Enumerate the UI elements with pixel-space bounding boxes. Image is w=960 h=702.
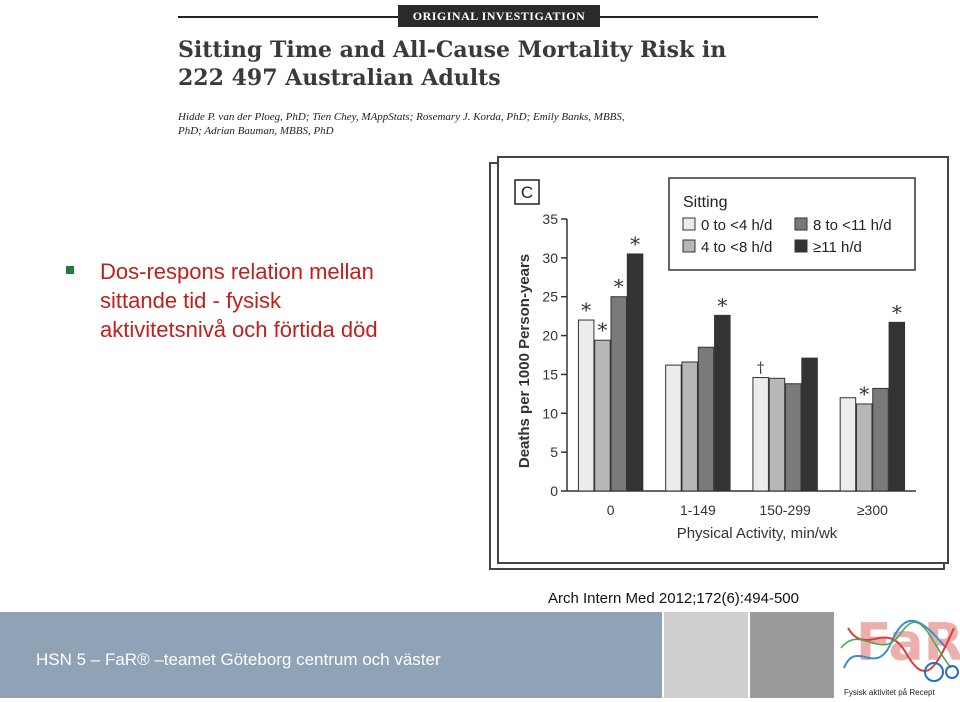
x-tick-label: 150-299 [759, 502, 811, 518]
legend-label: 0 to <4 h/d [701, 217, 772, 234]
far-logo-icon: FaR [840, 613, 960, 682]
significance-marker: * [630, 232, 640, 256]
bar [801, 357, 818, 492]
y-tick-label: 0 [550, 483, 558, 499]
bar [697, 346, 715, 492]
significance-marker: * [581, 298, 591, 322]
y-tick-label: 15 [542, 366, 558, 382]
bar [681, 361, 698, 492]
bar [577, 319, 595, 492]
y-tick-label: 10 [542, 405, 558, 421]
legend-box [668, 177, 916, 271]
y-tick-label: 35 [542, 211, 558, 227]
footer-bar [0, 612, 662, 698]
y-tick-label: 30 [542, 250, 558, 266]
legend-swatch [682, 217, 696, 231]
citation: Arch Intern Med 2012;172(6):494-500 [548, 590, 799, 607]
paper-title: Sitting Time and All-Cause Mortality Ris… [178, 37, 727, 91]
significance-marker: * [859, 382, 869, 406]
legend-swatch [794, 239, 808, 253]
x-axis-label: Physical Activity, min/wk [677, 525, 838, 542]
bar [594, 339, 611, 492]
legend-label: 8 to <11 h/d [813, 217, 892, 234]
x-tick-label: ≥300 [857, 502, 888, 518]
bar [626, 253, 644, 492]
legend-label: 4 to <8 h/d [701, 239, 772, 256]
legend-swatch [682, 239, 696, 253]
footer-text: HSN 5 – FaR® –teamet Göteborg centrum oc… [36, 650, 441, 669]
mortality-bar-chart: C Sitting 0 to <4 h/d 4 to <8 h/d 8 to <11… [514, 177, 916, 542]
section-badge: ORIGINAL INVESTIGATION [398, 5, 600, 27]
bar [839, 397, 857, 492]
significance-marker: * [614, 275, 624, 299]
y-tick-label: 20 [542, 328, 558, 344]
panel-label-box [514, 179, 540, 205]
footer-block-light [664, 612, 748, 698]
footer-block-dark [750, 612, 834, 698]
y-axis-label: Deaths per 1000 Person-years [516, 254, 533, 468]
panel-label: C [521, 183, 533, 202]
y-tick-label: 25 [542, 289, 558, 305]
y-tick-label: 5 [550, 444, 558, 460]
legend-title: Sitting [683, 194, 727, 211]
significance-marker: * [892, 300, 902, 324]
bar [855, 403, 873, 492]
bullet-text: Dos-respons relation mellan sittande tid… [100, 259, 378, 342]
bullet-square-icon [66, 266, 74, 274]
significance-marker: † [757, 359, 765, 377]
bar [665, 364, 682, 492]
bar [752, 377, 769, 492]
bar [872, 387, 889, 492]
bar [610, 296, 628, 492]
x-tick-label: 1-149 [680, 502, 716, 518]
bar [888, 321, 906, 492]
legend-label: ≥11 h/d [813, 239, 862, 256]
bar [714, 314, 731, 492]
legend-swatch [794, 217, 808, 231]
significance-marker: * [717, 293, 727, 317]
logo-caption: Fysisk aktivitet på Recept [844, 688, 935, 697]
significance-marker: * [597, 318, 607, 342]
x-tick-label: 0 [607, 502, 615, 518]
bar [785, 383, 802, 492]
paper-authors: Hidde P. van der Ploeg, PhD; Tien Chey, … [178, 111, 625, 137]
far-logo: FaR [836, 598, 960, 698]
bar [768, 377, 786, 492]
